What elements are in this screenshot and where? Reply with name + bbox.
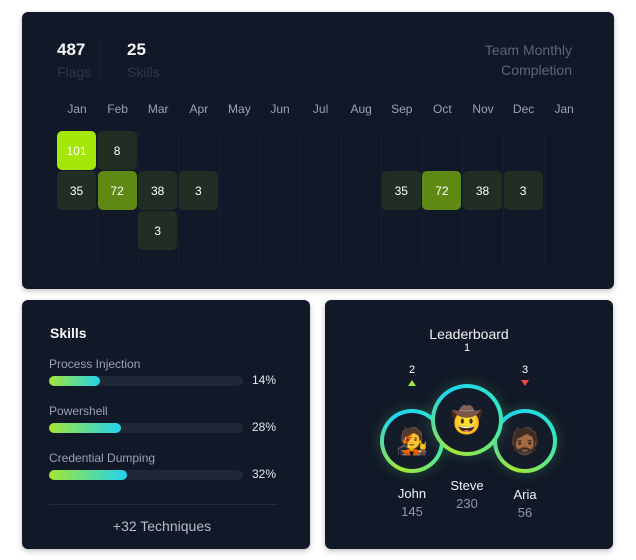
avatar-image: 🧑‍🎤 [384, 413, 440, 469]
grid-line [218, 131, 220, 269]
more-techniques-link[interactable]: +32 Techniques [112, 518, 212, 534]
player-score: 56 [517, 505, 533, 520]
skill-progress-fill [49, 423, 121, 433]
grid-line [340, 131, 342, 269]
skill-name: Process Injection [49, 357, 141, 371]
player-name: John [397, 486, 427, 501]
divider [49, 504, 277, 505]
avatar-aria[interactable]: 🧔🏾 [493, 409, 557, 473]
month-label: Jul [312, 102, 329, 116]
heatmap-cell[interactable]: 101 [57, 131, 96, 170]
month-label: Sep [391, 102, 413, 116]
skill-progress-fill [49, 376, 100, 386]
skill-name: Credential Dumping [49, 451, 156, 465]
grid-line [503, 131, 504, 269]
player-name: Steve [450, 478, 484, 493]
skill-percent: 32% [252, 467, 277, 481]
month-label: Apr [189, 102, 209, 116]
skill-item: Credential Dumping 32% [49, 451, 299, 481]
flags-stat: 487 Flags [57, 40, 92, 80]
heatmap-cell[interactable]: 38 [138, 171, 178, 210]
heatmap-cell[interactable]: 8 [97, 131, 137, 170]
heatmap-cell[interactable]: 3 [178, 171, 218, 210]
player-score: 230 [456, 496, 478, 511]
divider [100, 40, 101, 78]
player-score: 145 [401, 504, 423, 519]
grid-line [259, 131, 261, 269]
month-label: Dec [512, 102, 535, 116]
rank-number: 2 [408, 364, 416, 376]
chart-title: Team Monthly Completion [484, 42, 572, 78]
skill-progress-bar [49, 423, 243, 433]
skills-stat: 25 Skills [127, 40, 160, 80]
month-label: Mar [147, 102, 169, 116]
grid-line [137, 131, 139, 269]
grid-line [421, 131, 423, 269]
skill-percent: 14% [252, 373, 277, 387]
heatmap-cell[interactable]: 72 [422, 171, 462, 210]
skill-progress-bar [49, 376, 243, 386]
heatmap-cell[interactable]: 3 [503, 171, 543, 210]
grid-line [381, 131, 383, 269]
month-label: Oct [433, 102, 452, 116]
heatmap-cell[interactable]: 35 [57, 171, 96, 210]
heatmap-cell[interactable]: 72 [97, 171, 137, 210]
grid-line [462, 131, 464, 269]
skills-card: Skills Process Injection 14% Powershell 2… [22, 300, 310, 549]
avatar-image: 🤠 [435, 388, 499, 452]
trend-up-icon [408, 380, 416, 386]
month-label: Jun [270, 102, 290, 116]
leaderboard-card: Leaderboard 🧑‍🎤 2 John 145 🧔🏾 3 Aria 56 🤠 1 Steve 2… [325, 300, 613, 549]
month-label: Jan [554, 102, 574, 116]
avatar-steve[interactable]: 🤠 [431, 384, 503, 456]
monthly-completion-card: 487 Flags 25 Skills Team Monthly Complet… [22, 12, 614, 289]
grid-line [178, 131, 180, 269]
player-name: Aria [513, 487, 537, 502]
rank-number: 3 [521, 364, 529, 376]
heatmap-cell[interactable]: 3 [138, 211, 178, 250]
grid-line [97, 131, 98, 269]
avatar-image: 🧔🏾 [497, 413, 553, 469]
skill-item: Powershell 28% [49, 404, 299, 434]
rank-number: 1 [463, 342, 471, 354]
skill-progress-fill [49, 470, 127, 480]
skill-percent: 28% [252, 420, 277, 434]
skill-item: Process Injection 14% [49, 357, 299, 387]
heatmap-cell[interactable]: 38 [463, 171, 502, 210]
grid-line [543, 131, 545, 269]
skills-title: Skills [50, 325, 87, 341]
month-label: May [228, 102, 251, 116]
month-label: Aug [350, 102, 372, 116]
month-label: Feb [107, 102, 128, 116]
leaderboard-title: Leaderboard [429, 326, 509, 342]
heatmap-cell[interactable]: 35 [381, 171, 421, 210]
trend-down-icon [521, 380, 529, 386]
grid-line [300, 131, 301, 269]
month-label: Jan [67, 102, 87, 116]
skill-name: Powershell [49, 404, 108, 418]
skill-progress-bar [49, 470, 243, 480]
month-label: Nov [472, 102, 494, 116]
